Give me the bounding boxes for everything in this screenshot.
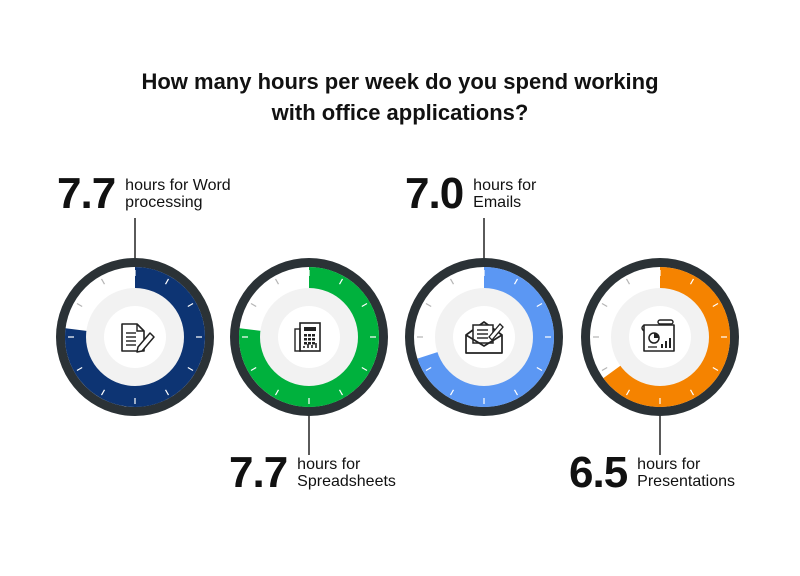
gauge-tick: [76, 302, 83, 308]
envelope-icon: [465, 321, 504, 354]
gauge-tick: [250, 302, 257, 308]
chart-title: How many hours per week do you spend wor…: [0, 66, 800, 128]
gauge-text-line-1: hours for Word: [125, 177, 231, 194]
gauge-tick: [449, 278, 455, 285]
gauge-tick: [601, 366, 608, 372]
chart-title-line-1: How many hours per week do you spend wor…: [141, 69, 659, 94]
gauge-tick: [164, 389, 170, 396]
gauge-tick: [100, 389, 106, 396]
gauge-label-presentations: 6.5 hours for Presentations: [569, 451, 787, 495]
gauge-tick: [338, 278, 344, 285]
gauge-label-spreadsheets: 7.7 hours for Spreadsheets: [229, 451, 447, 495]
gauge-value-label: 7.7: [229, 448, 288, 497]
gauge-tick: [361, 366, 368, 372]
gauge-tick: [274, 278, 280, 285]
gauge-text-line-1: hours for: [473, 177, 537, 194]
gauge-tick: [76, 366, 83, 372]
chart-title-line-2: with office applications?: [271, 100, 529, 125]
gauge-tick: [187, 302, 194, 308]
gauge-spreadsheets: [230, 258, 388, 455]
gauge-tick: [689, 278, 695, 285]
gauge-tick: [513, 278, 519, 285]
gauge-tick: [425, 366, 432, 372]
gauge-tick: [187, 366, 194, 372]
gauge-text-line-2: Emails: [473, 194, 522, 211]
gauge-description: hours for Emails: [473, 177, 623, 211]
presentation-icon: [641, 319, 675, 352]
gauge-text-line-2: Presentations: [637, 473, 736, 490]
gauge-tick: [274, 389, 280, 396]
gauge-value-label: 7.7: [57, 169, 116, 218]
gauge-description: hours for Spreadsheets: [297, 456, 447, 490]
gauge-text-line-2: Spreadsheets: [297, 473, 396, 490]
gauge-value-label: 6.5: [569, 448, 628, 497]
gauge-tick: [425, 302, 432, 308]
gauge-label-word: 7.7 hours for Word processing: [57, 172, 275, 216]
gauge-center: [629, 306, 691, 368]
gauge-text-line-2: processing: [125, 194, 203, 211]
spreadsheet-icon: [294, 322, 321, 352]
gauge-tick: [338, 389, 344, 396]
gauge-tick: [625, 278, 631, 285]
gauge-word-processing: [56, 218, 214, 416]
gauge-tick: [100, 278, 106, 285]
gauge-tick: [361, 302, 368, 308]
gauge-text-line-1: hours for: [637, 456, 701, 473]
gauge-tick: [164, 278, 170, 285]
gauge-description: hours for Word processing: [125, 177, 275, 211]
gauge-tick: [601, 302, 608, 308]
gauge-presentations: [581, 258, 739, 455]
gauge-label-emails: 7.0 hours for Emails: [405, 172, 623, 216]
gauge-value-label: 7.0: [405, 169, 464, 218]
gauge-text-line-1: hours for: [297, 456, 361, 473]
gauge-center: [278, 306, 340, 368]
gauge-tick: [536, 302, 543, 308]
gauge-tick: [712, 302, 719, 308]
gauge-tick: [513, 389, 519, 396]
gauge-tick: [625, 389, 631, 396]
gauge-tick: [449, 389, 455, 396]
document-pen-icon: [121, 323, 155, 353]
gauge-tick: [536, 366, 543, 372]
gauge-tick: [250, 366, 257, 372]
gauge-description: hours for Presentations: [637, 456, 787, 490]
gauge-emails: [405, 218, 563, 416]
gauge-tick: [712, 366, 719, 372]
gauge-tick: [689, 389, 695, 396]
